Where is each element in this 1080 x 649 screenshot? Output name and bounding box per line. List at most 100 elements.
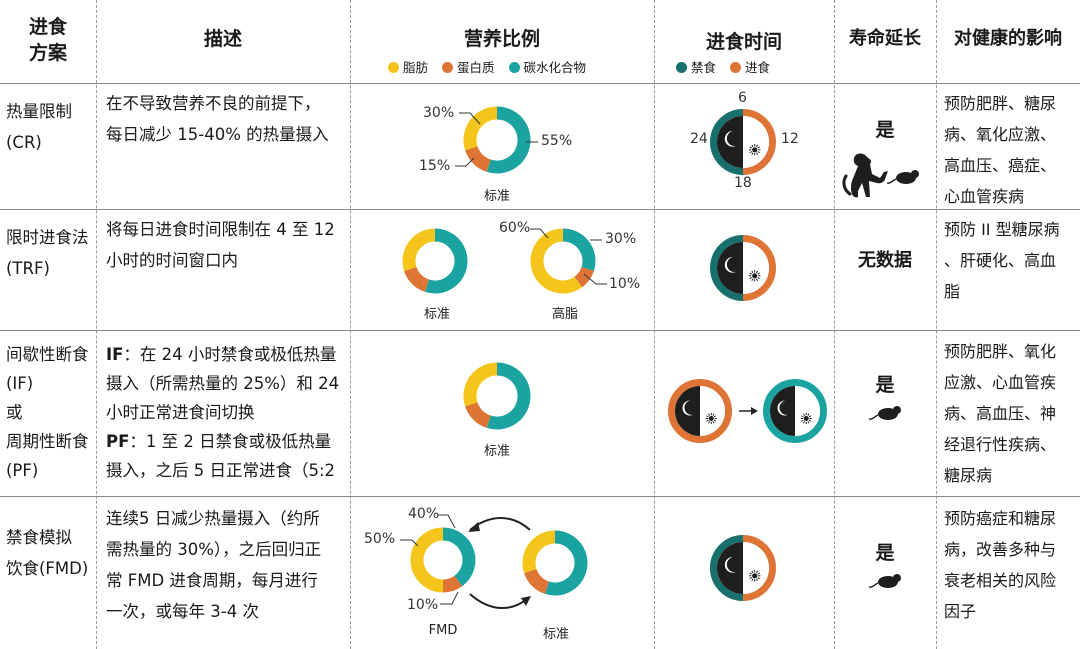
clock-label: 18 bbox=[734, 175, 752, 191]
description: IF：在 24 小时禁食或极低热量 摄入（所需热量的 25%）和 24 小时正常… bbox=[106, 340, 339, 485]
description: 连续5 日减少热量摄入（约所 需热量的 30%），之后回归正 常 FMD 进食周… bbox=[106, 503, 321, 627]
moon-icon bbox=[682, 400, 694, 416]
chart-caption: 标准 bbox=[483, 189, 510, 204]
moon-icon bbox=[777, 400, 789, 416]
desc-line: 需热量的 30%），之后回归正 bbox=[106, 540, 322, 559]
health-line: 衰老相关的风险 bbox=[944, 571, 1057, 590]
donut-segment-carb bbox=[544, 530, 588, 596]
health-line: 病，改善多种与 bbox=[944, 540, 1057, 559]
donut-segment-protein bbox=[465, 401, 492, 428]
donut-segment-carb bbox=[562, 228, 596, 272]
desc-line: 每日减少 15-40% 的热量摄入 bbox=[106, 125, 329, 144]
mouse-icon bbox=[868, 406, 901, 420]
health-effects: 预防肥胖、糖尿 病、氧化应激、 高血压、癌症、 心血管疾病 bbox=[944, 88, 1056, 212]
name-line: 热量限制 bbox=[6, 102, 72, 121]
clock-icon bbox=[710, 535, 776, 601]
label-protein: 15% bbox=[419, 158, 451, 174]
header-regimen: 进食 方案 bbox=[0, 14, 96, 66]
label-carb: 40% bbox=[408, 506, 440, 522]
name-line: 或 bbox=[6, 403, 23, 422]
name-line: (PF) bbox=[6, 461, 39, 480]
name-line: 禁食模拟 bbox=[6, 528, 72, 547]
desc-line: 常 FMD 进食周期，每月进行 bbox=[106, 571, 318, 590]
health-line: 预防肥胖、糖尿 bbox=[944, 94, 1057, 113]
health-line: 应激、心血管疾 bbox=[944, 373, 1057, 392]
monkey-icon bbox=[842, 153, 888, 198]
donut-segment-carb bbox=[424, 228, 468, 294]
header-text: 方案 bbox=[28, 42, 67, 64]
moon-icon bbox=[724, 131, 736, 147]
health-line: 高血压、癌症、 bbox=[944, 156, 1057, 175]
header-health: 对健康的影响 bbox=[954, 28, 1062, 49]
sun-icon bbox=[748, 570, 761, 582]
regimen-name: 限时进食法 (TRF) bbox=[6, 222, 89, 284]
desc-line: ：1 至 2 日禁食或极低热量 bbox=[129, 432, 332, 451]
header-timing: 进食时间 bbox=[705, 31, 782, 53]
label-protein: 10% bbox=[407, 597, 439, 613]
desc-line: 在不导致营养不良的前提下， bbox=[106, 94, 321, 113]
donut-segment-fat bbox=[463, 362, 498, 407]
donut-segment-carb bbox=[442, 527, 476, 587]
donut-segment-fat bbox=[402, 228, 436, 272]
nutrition-legend: 脂肪 蛋白质 碳水化合物 bbox=[388, 57, 596, 76]
chart-caption: FMD bbox=[428, 623, 458, 638]
legend-fasting: 禁食 bbox=[691, 60, 717, 75]
label-protein: 10% bbox=[609, 276, 641, 292]
desc-line: 一次，或每年 3-4 次 bbox=[106, 602, 259, 621]
timing-legend: 禁食 进食 bbox=[676, 57, 780, 76]
desc-key: IF bbox=[106, 345, 124, 364]
label-fat: 60% bbox=[499, 220, 531, 236]
divider bbox=[0, 330, 1080, 331]
desc-line: 小时正常进食间切换 bbox=[106, 403, 255, 422]
label-fat: 30% bbox=[423, 105, 455, 121]
sun-icon bbox=[748, 270, 761, 282]
donut-segment-protein bbox=[465, 145, 492, 172]
desc-line: 连续5 日减少热量摄入（约所 bbox=[106, 509, 320, 528]
health-line: 病、氧化应激、 bbox=[944, 125, 1057, 144]
header-lifespan: 寿命延长 bbox=[849, 28, 921, 49]
divider bbox=[0, 496, 1080, 497]
legend-carb: 碳水化合物 bbox=[523, 60, 587, 75]
donut-segment-fat bbox=[530, 228, 583, 294]
health-line: 病、高血压、神 bbox=[944, 404, 1057, 423]
donut-segment-fat bbox=[522, 530, 556, 574]
name-line: 限时进食法 bbox=[6, 228, 89, 247]
clock-label: 12 bbox=[781, 131, 799, 147]
clock-label: 24 bbox=[690, 131, 708, 147]
moon-icon bbox=[724, 257, 736, 273]
lifespan-value: 是 bbox=[875, 374, 895, 396]
nutrition-donut bbox=[402, 228, 468, 294]
clock-icon bbox=[710, 109, 776, 175]
clock-icon bbox=[763, 379, 827, 443]
legend-fat: 脂肪 bbox=[403, 60, 429, 75]
health-line: 糖尿病 bbox=[944, 466, 993, 485]
header-nutrition: 营养比例 bbox=[463, 28, 540, 50]
desc-line: 摄入，之后 5 日正常进食（5:2 bbox=[106, 461, 336, 480]
regimen-name: 热量限制 (CR) bbox=[6, 96, 72, 158]
name-line: (CR) bbox=[6, 133, 42, 152]
sun-icon bbox=[748, 144, 761, 156]
description: 将每日进食时间限制在 4 至 12 小时的时间窗口内 bbox=[106, 214, 335, 276]
clock-label: 6 bbox=[738, 90, 747, 106]
label-carb: 30% bbox=[605, 231, 637, 247]
chart-caption: 标准 bbox=[423, 307, 450, 322]
mouse-icon bbox=[868, 574, 901, 588]
health-line: 经退行性疾病、 bbox=[944, 435, 1057, 454]
donut-segment-fat bbox=[463, 106, 498, 151]
divider bbox=[834, 0, 835, 649]
legend-eating: 进食 bbox=[745, 60, 771, 75]
name-line: 间歇性断食 bbox=[6, 345, 89, 364]
chart-caption: 标准 bbox=[483, 444, 510, 459]
chart-caption: 标准 bbox=[542, 627, 569, 642]
desc-line: 将每日进食时间限制在 4 至 12 bbox=[106, 220, 335, 239]
legend-protein: 蛋白质 bbox=[457, 60, 495, 75]
mouse-icon bbox=[886, 170, 919, 184]
donut-segment-carb bbox=[486, 362, 531, 430]
health-line: 预防肥胖、氧化 bbox=[944, 342, 1057, 361]
health-line: 心血管疾病 bbox=[944, 187, 1025, 206]
nutrition-donut bbox=[522, 530, 588, 596]
lifespan-value: 是 bbox=[875, 119, 895, 141]
